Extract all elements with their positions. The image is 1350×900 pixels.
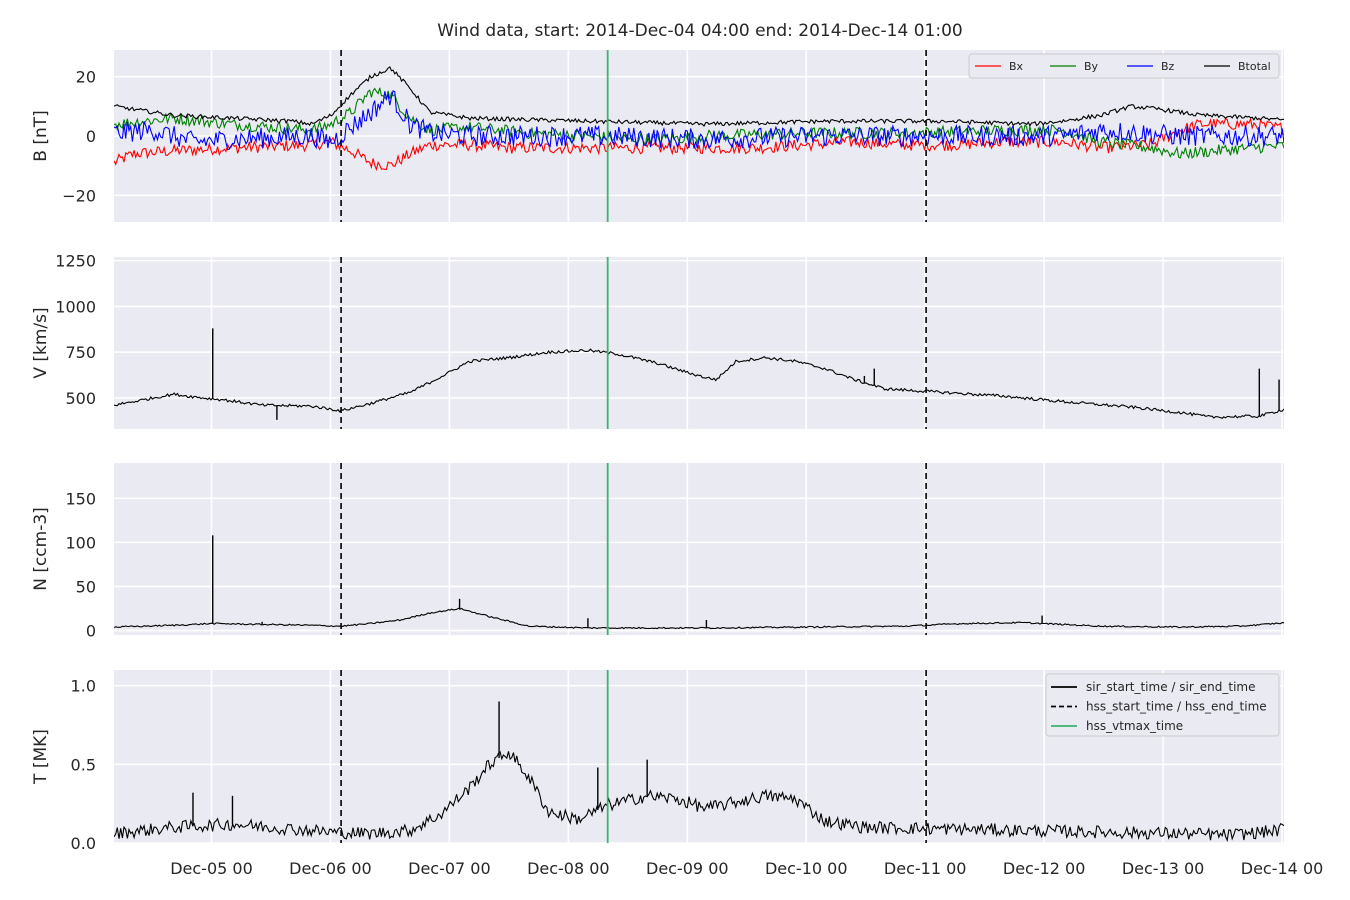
y-tick-label: 0: [86, 127, 96, 146]
y-tick-label: 1250: [55, 252, 96, 271]
y-axis-label-B: B [nT]: [31, 110, 51, 162]
y-tick-label: −20: [62, 186, 96, 205]
chart-title: Wind data, start: 2014-Dec-04 04:00 end:…: [437, 21, 962, 41]
legend-label-bz: Bz: [1161, 60, 1175, 73]
panel-V-background: [114, 257, 1284, 429]
y-tick-label: 50: [76, 577, 96, 596]
y-tick-label: 20: [76, 68, 96, 87]
legend-markers: sir_start_time / sir_end_time hss_start_t…: [1045, 673, 1280, 737]
x-tick-label: Dec-11 00: [884, 859, 967, 878]
panel-V: 500 750 1000 1250 V [km/s]: [31, 252, 1284, 429]
y-axis-label-V: V [km/s]: [31, 307, 51, 378]
x-tick-label: Dec-09 00: [646, 859, 729, 878]
series-line-N: [114, 607, 1284, 630]
legend-label-btotal: Btotal: [1238, 60, 1271, 73]
legend-marker-label: sir_start_time / sir_end_time: [1086, 680, 1256, 694]
x-tick-label: Dec-12 00: [1003, 859, 1086, 878]
series-line-B-btotal: [114, 66, 1284, 128]
panel-N-plot: [114, 535, 1284, 630]
x-tick-label: Dec-05 00: [170, 859, 253, 878]
panel-B-plot: [114, 66, 1284, 172]
x-tick-label: Dec-10 00: [765, 859, 848, 878]
legend-marker-label: hss_start_time / hss_end_time: [1086, 700, 1267, 714]
series-line-B-bx: [114, 117, 1284, 172]
y-tick-label: 500: [65, 389, 96, 408]
y-tick-label: 1000: [55, 297, 96, 316]
legend-b-frame: [968, 53, 1280, 79]
series-line-B-by: [114, 87, 1284, 160]
y-tick-label: 0.5: [71, 755, 96, 774]
panel-N-background: [114, 463, 1284, 635]
panel-T-plot: [114, 701, 1284, 843]
legend-markers-frame: [1045, 673, 1280, 737]
panel-B: −20 0 20 B [nT] Bx By Bz Btotal: [31, 50, 1284, 222]
x-tick-label: Dec-13 00: [1122, 859, 1205, 878]
legend-b: Bx By Bz Btotal: [968, 53, 1280, 79]
y-axis-label-T: T [MK]: [31, 729, 51, 785]
y-tick-label: 1.0: [71, 677, 96, 696]
series-line-V: [114, 348, 1284, 419]
x-tick-label: Dec-08 00: [527, 859, 610, 878]
legend-marker-label: hss_vtmax_time: [1086, 719, 1183, 733]
y-axis-label-N: N [ccm-3]: [31, 507, 51, 591]
panel-T: 0.0 0.5 1.0 T [MK] sir_start_time / sir_end_…: [31, 670, 1284, 853]
y-tick-label: 150: [65, 489, 96, 508]
y-tick-label: 750: [65, 343, 96, 362]
series-line-B-bz: [114, 89, 1284, 151]
x-tick-label: Dec-06 00: [289, 859, 372, 878]
legend-label-by: By: [1084, 60, 1099, 73]
panel-N: 0 50 100 150 N [ccm-3]: [31, 463, 1284, 641]
panel-V-plot: [114, 328, 1284, 420]
legend-label-bx: Bx: [1009, 60, 1024, 73]
y-tick-label: 100: [65, 533, 96, 552]
series-line-T: [114, 750, 1284, 843]
x-tick-label: Dec-07 00: [408, 859, 491, 878]
y-tick-label: 0: [86, 622, 96, 641]
x-tick-label: Dec-14 00: [1241, 859, 1324, 878]
y-tick-label: 0.0: [71, 834, 96, 853]
